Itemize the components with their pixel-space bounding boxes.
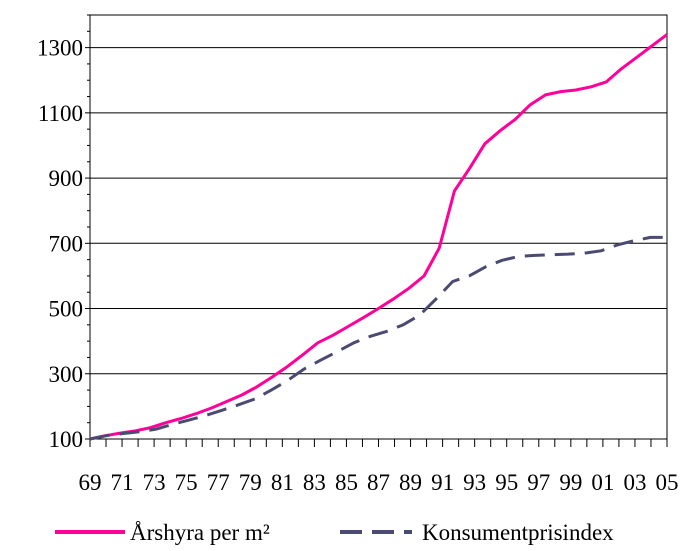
- x-tick-label: 81: [271, 470, 294, 495]
- y-tick-label: 1300: [37, 36, 83, 61]
- legend: Årshyra per m² Konsumentprisindex: [55, 520, 614, 545]
- plot-area-frame: [89, 14, 668, 440]
- x-tick-label: 97: [527, 470, 550, 495]
- series-line-1: [89, 235, 667, 441]
- x-tick-label: 95: [495, 470, 518, 495]
- y-axis-ticks: 100 300 500 700 900 1100 1300: [37, 14, 90, 452]
- legend-label: Konsumentprisindex: [422, 520, 614, 545]
- x-tick-label: 85: [335, 470, 358, 495]
- x-tick-label: 03: [623, 470, 646, 495]
- series-line-0: [89, 33, 668, 441]
- x-tick-label: 89: [399, 470, 422, 495]
- x-tick-label: 75: [175, 470, 198, 495]
- x-tick-label: 83: [303, 470, 326, 495]
- x-tick-label: 01: [591, 470, 614, 495]
- x-tick-label: 05: [656, 470, 679, 495]
- x-tick-label: 69: [79, 470, 102, 495]
- gridlines: [90, 47, 667, 375]
- x-tick-label: 99: [559, 470, 582, 495]
- y-tick-label: 100: [49, 427, 84, 452]
- y-tick-label: 1100: [38, 101, 83, 126]
- y-tick-label: 700: [49, 231, 84, 256]
- x-tick-label: 73: [143, 470, 166, 495]
- y-tick-label: 300: [49, 362, 84, 387]
- x-tick-label: 93: [463, 470, 486, 495]
- y-tick-label: 900: [49, 166, 84, 191]
- x-tick-label: 71: [111, 470, 134, 495]
- y-tick-label: 500: [49, 297, 84, 322]
- legend-label: Årshyra per m²: [130, 520, 270, 545]
- x-tick-label: 79: [239, 470, 262, 495]
- x-tick-label: 77: [207, 470, 230, 495]
- x-axis-ticks: 69 71 73 75 77 79 81 83 85 87 89 91 93 95 97 99 01 03 05: [79, 439, 679, 495]
- series-lines: [89, 33, 668, 441]
- x-tick-label: 87: [367, 470, 390, 495]
- x-tick-label: 91: [431, 470, 454, 495]
